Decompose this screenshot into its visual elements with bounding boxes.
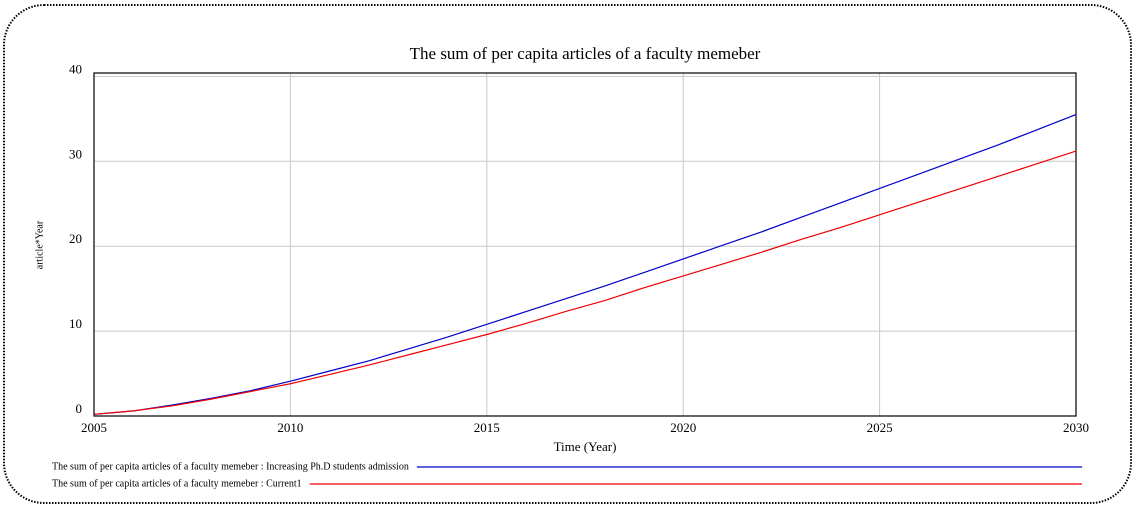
series-line xyxy=(93,114,1077,415)
x-tick-label: 2010 xyxy=(277,420,303,435)
frame xyxy=(3,4,1132,504)
chart-title: The sum of per capita articles of a facu… xyxy=(410,44,761,63)
x-tick-label: 2015 xyxy=(474,420,500,435)
plot-border xyxy=(93,72,1077,417)
legend-label: The sum of per capita articles of a facu… xyxy=(52,478,302,489)
legend-label: The sum of per capita articles of a facu… xyxy=(52,461,409,472)
x-tick-label: 2020 xyxy=(670,420,696,435)
y-axis-label: article*Year xyxy=(34,220,45,269)
x-axis-label: Time (Year) xyxy=(554,439,617,454)
y-tick-label: 40 xyxy=(69,61,82,76)
series-line xyxy=(93,150,1077,415)
y-tick-label: 10 xyxy=(69,316,82,331)
y-tick-label: 0 xyxy=(76,401,83,416)
y-tick-label: 20 xyxy=(69,231,82,246)
y-tick-label: 30 xyxy=(69,146,82,161)
x-tick-label: 2025 xyxy=(867,420,893,435)
x-tick-label: 2030 xyxy=(1063,420,1089,435)
x-tick-label: 2005 xyxy=(81,420,107,435)
